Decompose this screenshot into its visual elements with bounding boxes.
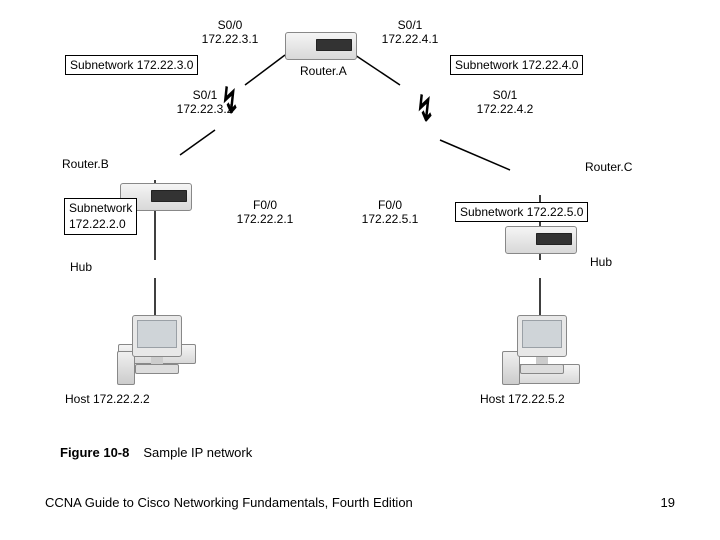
subnet-20-l2: 172.22.2.0 bbox=[69, 217, 132, 233]
host-right-label: Host 172.22.5.2 bbox=[480, 392, 565, 406]
serial-link-right-icon: ↯ bbox=[416, 88, 434, 130]
host-right-icon bbox=[510, 315, 574, 385]
router-c-label: Router.C bbox=[585, 160, 632, 174]
router-a-s00: S0/0 172.22.3.1 bbox=[190, 18, 270, 47]
router-c-f00-int: F0/0 bbox=[345, 198, 435, 212]
subnet-30-box: Subnetwork 172.22.3.0 bbox=[65, 55, 198, 75]
router-b-s01-int: S0/1 bbox=[160, 88, 250, 102]
figure-number: Figure 10-8 bbox=[60, 445, 129, 460]
router-c-s01-ip: 172.22.4.2 bbox=[460, 102, 550, 116]
page-number: 19 bbox=[661, 495, 675, 510]
hub-right-label: Hub bbox=[590, 255, 612, 269]
router-a-s01-ip: 172.22.4.1 bbox=[370, 32, 450, 46]
router-a-s00-ip: 172.22.3.1 bbox=[190, 32, 270, 46]
router-b-label: Router.B bbox=[62, 157, 109, 171]
router-b-f00-ip: 172.22.2.1 bbox=[220, 212, 310, 226]
router-a-s01-int: S0/1 bbox=[370, 18, 450, 32]
router-a-icon bbox=[285, 32, 357, 60]
hub-left-label: Hub bbox=[70, 260, 92, 274]
router-c-s01-int: S0/1 bbox=[460, 88, 550, 102]
router-b-f00: F0/0 172.22.2.1 bbox=[220, 198, 310, 227]
host-left-label: Host 172.22.2.2 bbox=[65, 392, 150, 406]
router-b-f00-int: F0/0 bbox=[220, 198, 310, 212]
subnet-20-l1: Subnetwork bbox=[69, 201, 132, 217]
router-a-label: Router.A bbox=[300, 64, 347, 78]
subnet-20-box: Subnetwork 172.22.2.0 bbox=[64, 198, 137, 235]
subnet-40-box: Subnetwork 172.22.4.0 bbox=[450, 55, 583, 75]
router-a-s00-int: S0/0 bbox=[190, 18, 270, 32]
figure-title: Sample IP network bbox=[143, 445, 252, 460]
subnet-50-box: Subnetwork 172.22.5.0 bbox=[455, 202, 588, 222]
router-c-f00-ip: 172.22.5.1 bbox=[345, 212, 435, 226]
router-c-icon bbox=[505, 226, 577, 254]
host-left-icon bbox=[125, 315, 189, 385]
router-b-s01: S0/1 172.22.3.2 bbox=[160, 88, 250, 117]
router-a-s01: S0/1 172.22.4.1 bbox=[370, 18, 450, 47]
router-c-s01: S0/1 172.22.4.2 bbox=[460, 88, 550, 117]
router-b-s01-ip: 172.22.3.2 bbox=[160, 102, 250, 116]
router-c-f00: F0/0 172.22.5.1 bbox=[345, 198, 435, 227]
footer-text: CCNA Guide to Cisco Networking Fundament… bbox=[45, 495, 413, 510]
figure-caption: Figure 10-8 Sample IP network bbox=[60, 445, 252, 460]
